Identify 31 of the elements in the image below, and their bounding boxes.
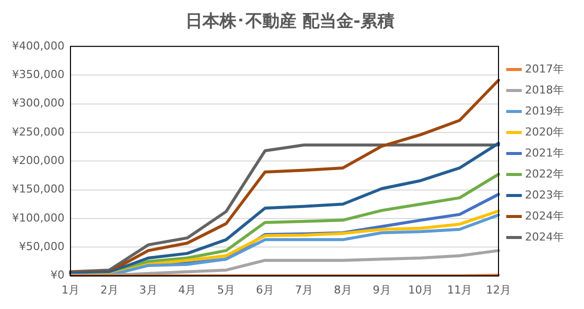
y-tick-label: ¥200,000 <box>12 154 64 167</box>
x-tick-label: 8月 <box>334 283 352 296</box>
legend-label: 2022年 <box>525 167 564 180</box>
x-tick-label: 1月 <box>61 283 80 296</box>
y-tick-label: ¥150,000 <box>12 182 64 196</box>
x-tick-label: 6月 <box>256 283 274 296</box>
legend-label: 2021年 <box>525 146 564 160</box>
x-tick-label: 11月 <box>447 283 472 296</box>
legend-label: 2019年 <box>525 104 564 118</box>
x-tick-label: 10月 <box>408 283 434 296</box>
legend-label: 2024年 <box>525 209 564 222</box>
x-tick-label: 5月 <box>217 283 236 296</box>
chart-title: 日本株･不動産 配当金-累積 <box>186 12 394 32</box>
y-tick-label: ¥250,000 <box>12 125 64 138</box>
y-tick-label: ¥300,000 <box>12 96 64 110</box>
legend-label: 2017年 <box>525 62 564 76</box>
x-tick-label: 9月 <box>372 283 391 296</box>
y-tick-label: ¥350,000 <box>12 68 64 81</box>
x-tick-label: 12月 <box>486 283 512 296</box>
y-tick-label: ¥100,000 <box>12 211 64 224</box>
legend-label: 2018年 <box>525 83 564 96</box>
legend-label: 2023年 <box>525 188 564 202</box>
x-tick-label: 4月 <box>178 283 196 296</box>
y-tick-label: ¥400,000 <box>12 39 64 52</box>
x-tick-label: 3月 <box>139 283 158 296</box>
x-tick-label: 2月 <box>100 283 118 296</box>
y-tick-label: ¥0 <box>50 268 64 282</box>
legend-label: 2024年 <box>525 230 564 244</box>
x-tick-label: 7月 <box>294 283 313 296</box>
legend-label: 2020年 <box>525 125 564 138</box>
y-tick-label: ¥50,000 <box>18 240 64 253</box>
